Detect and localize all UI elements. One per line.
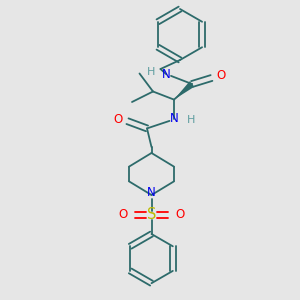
Text: O: O xyxy=(118,208,127,221)
Text: H: H xyxy=(187,115,196,125)
Polygon shape xyxy=(174,81,194,100)
Text: S: S xyxy=(147,207,156,222)
Text: N: N xyxy=(162,68,171,81)
Text: N: N xyxy=(169,112,178,125)
Text: N: N xyxy=(147,185,156,199)
Text: O: O xyxy=(114,112,123,126)
Text: O: O xyxy=(176,208,184,221)
Text: H: H xyxy=(146,67,155,77)
Text: O: O xyxy=(216,69,225,82)
